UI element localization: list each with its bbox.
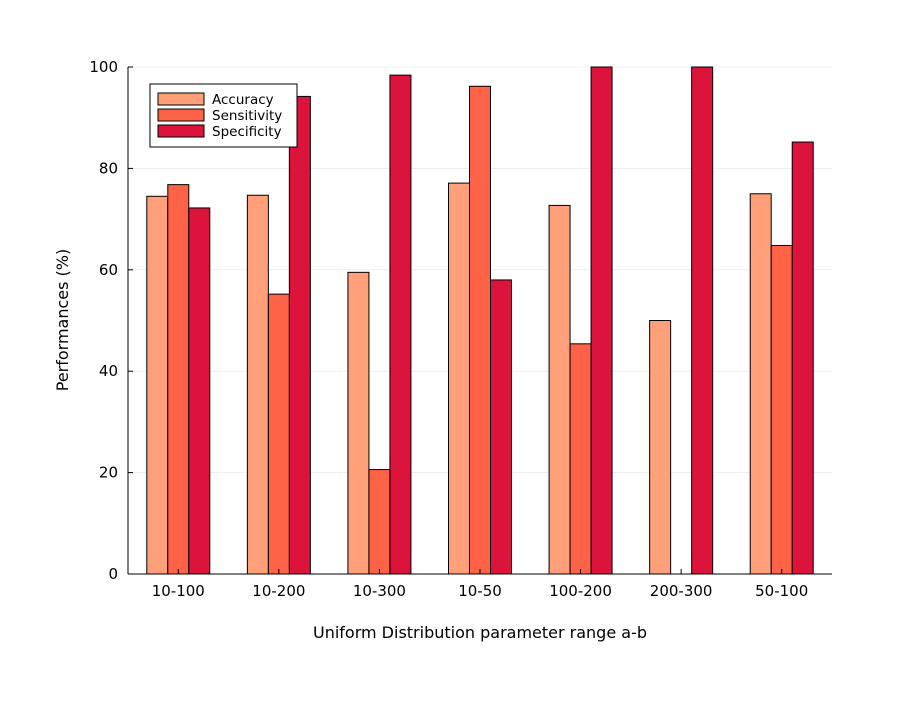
x-tick-label: 100-200 (549, 582, 612, 600)
axes (127, 66, 832, 575)
bar-accuracy-10-300 (347, 271, 370, 575)
bar-sensitivity-10-100 (167, 184, 190, 575)
bar-accuracy-10-200 (246, 194, 269, 575)
x-tick-label: 10-300 (353, 582, 406, 600)
bar-specificity-10-100 (188, 207, 211, 575)
x-tick-label: 200-300 (650, 582, 713, 600)
bar-specificity-10-50 (490, 279, 512, 575)
y-tick-label: 60 (99, 261, 118, 279)
bar-accuracy-200-300 (649, 320, 672, 575)
y-tick-label: 40 (99, 362, 118, 380)
bar-sensitivity-10-200 (267, 293, 290, 575)
bar-accuracy-10-50 (448, 182, 470, 575)
legend-label-specificity: Specificity (212, 124, 282, 140)
legend-swatch-accuracy (157, 92, 205, 106)
legend-label-sensitivity: Sensitivity (212, 108, 282, 124)
bar-specificity-200-300 (691, 66, 714, 575)
y-tick-labels: 0 20 40 60 80 100 (89, 58, 118, 583)
bar-sensitivity-10-50 (469, 85, 491, 575)
legend-swatch-sensitivity (157, 108, 205, 122)
y-tick-label: 0 (108, 565, 118, 583)
x-tick-label: 50-100 (755, 582, 808, 600)
bars (146, 66, 814, 575)
x-tick-label: 10-100 (152, 582, 205, 600)
legend-swatch-specificity (157, 124, 205, 138)
bar-specificity-10-200 (288, 95, 311, 575)
x-tick-label: 10-200 (252, 582, 305, 600)
bar-specificity-100-200 (590, 66, 613, 575)
bar-accuracy-100-200 (548, 204, 571, 575)
bar-sensitivity-10-300 (368, 469, 391, 575)
bar-accuracy-50-100 (749, 193, 772, 575)
x-axis-title: Uniform Distribution parameter range a-b (313, 623, 647, 642)
bar-specificity-10-300 (389, 74, 412, 575)
y-axis-title: Performances (%) (53, 249, 72, 392)
legend-label-accuracy: Accuracy (212, 92, 274, 108)
x-tick-labels: 10-100 10-200 10-300 10-50 100-200 200-300 50-… (152, 582, 809, 600)
bar-sensitivity-100-200 (569, 343, 592, 575)
bar-specificity-50-100 (791, 141, 814, 575)
bar-sensitivity-50-100 (770, 244, 793, 575)
y-tick-label: 20 (99, 464, 118, 482)
y-tick-label: 80 (99, 159, 118, 177)
bar-accuracy-10-100 (146, 195, 169, 575)
y-tick-label: 100 (89, 58, 118, 76)
x-tick-label: 10-50 (458, 582, 502, 600)
